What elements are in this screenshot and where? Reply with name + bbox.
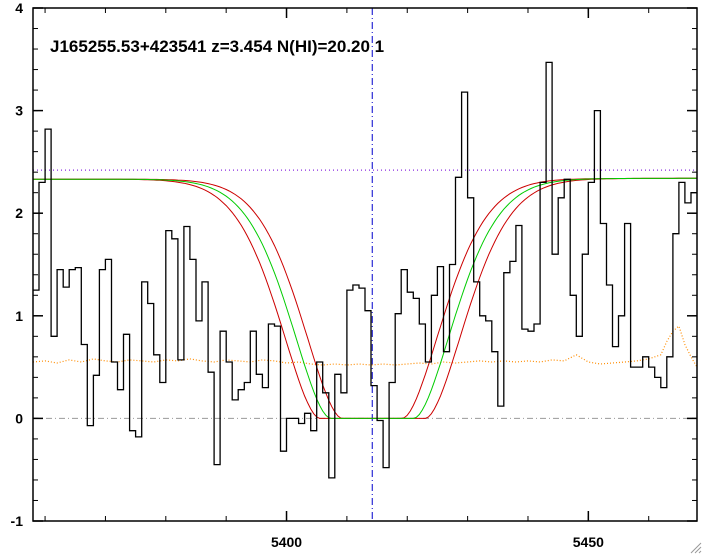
flux-histogram-series <box>33 61 697 479</box>
y-tick-label: 0 <box>15 410 23 426</box>
x-tick-label: 5400 <box>271 534 302 550</box>
y-tick-label: 2 <box>15 205 23 221</box>
x-tick-label: 5450 <box>573 534 604 550</box>
resize-grip-icon[interactable] <box>688 540 702 554</box>
plot-frame <box>32 7 698 522</box>
y-tick-label: 3 <box>15 103 23 119</box>
y-tick-label: -1 <box>11 513 24 529</box>
model-best-fit-series <box>33 177 697 419</box>
error-spectrum-series <box>32 325 698 368</box>
y-tick-label: 1 <box>15 308 23 324</box>
chart-title: J165255.53+423541 z=3.454 N(HI)=20.20 1 <box>50 37 384 56</box>
y-tick-label: 4 <box>15 0 23 16</box>
